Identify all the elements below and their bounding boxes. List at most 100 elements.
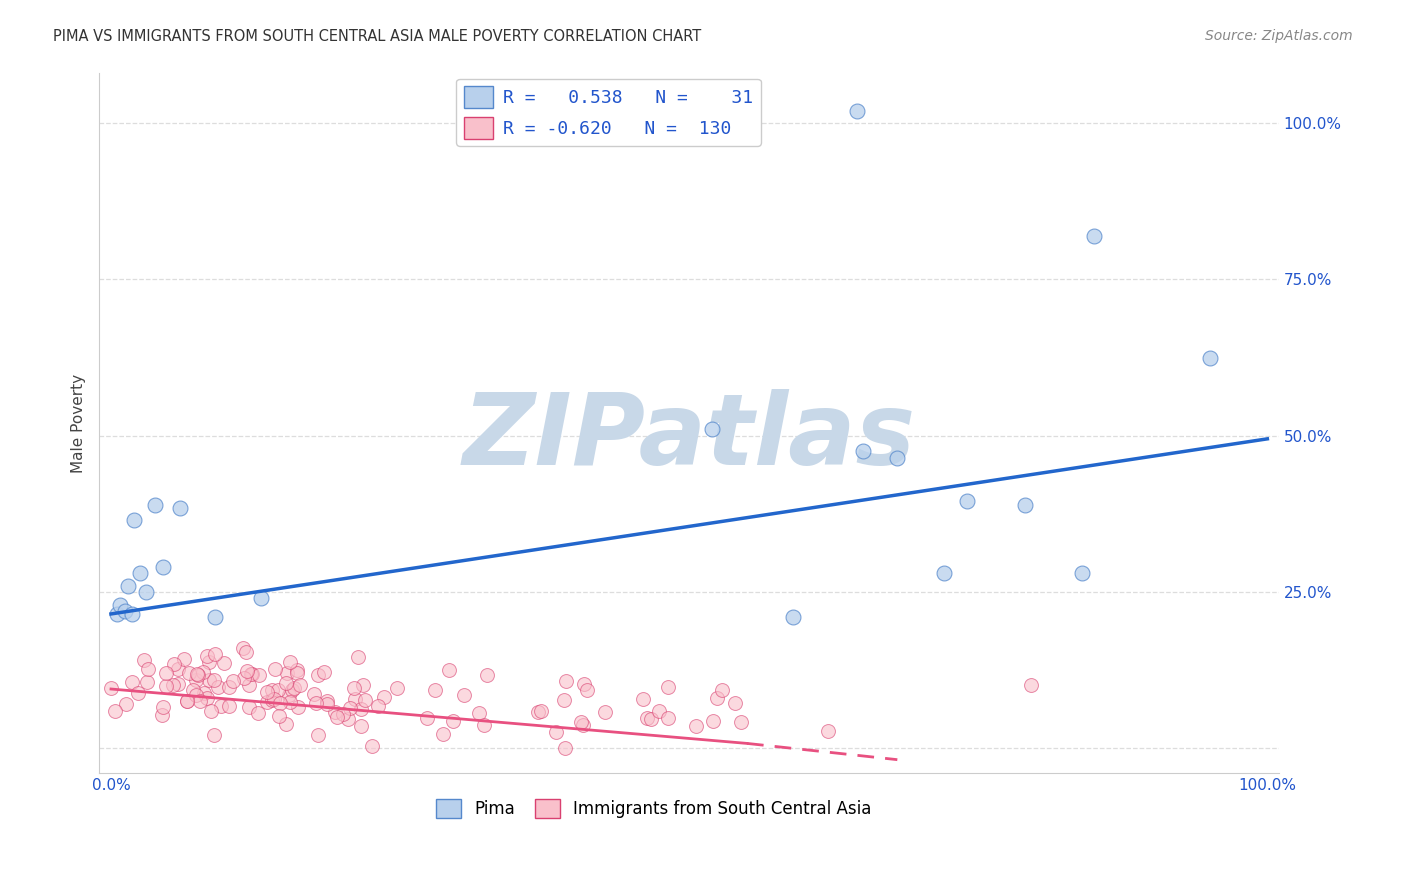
Point — [262, 683, 284, 698]
Point — [316, 694, 339, 708]
Point — [195, 691, 218, 706]
Point — [169, 500, 191, 515]
Point — [198, 655, 221, 669]
Point — [276, 666, 298, 681]
Point — [198, 673, 221, 687]
Point — [209, 699, 232, 714]
Point — [1083, 228, 1105, 243]
Point — [387, 681, 409, 695]
Point — [657, 680, 679, 694]
Point — [240, 667, 263, 681]
Point — [640, 712, 662, 726]
Point — [657, 711, 679, 725]
Point — [337, 712, 360, 726]
Point — [332, 707, 354, 722]
Point — [304, 687, 326, 701]
Point — [315, 697, 337, 711]
Point — [352, 678, 374, 692]
Point — [432, 727, 454, 741]
Point — [281, 683, 304, 698]
Point — [267, 682, 290, 697]
Text: PIMA VS IMMIGRANTS FROM SOUTH CENTRAL ASIA MALE POVERTY CORRELATION CHART: PIMA VS IMMIGRANTS FROM SOUTH CENTRAL AS… — [53, 29, 702, 44]
Point — [373, 690, 395, 705]
Point — [350, 701, 373, 715]
Point — [186, 688, 208, 702]
Point — [247, 667, 270, 681]
Point — [1014, 498, 1036, 512]
Point — [468, 706, 491, 720]
Point — [250, 591, 273, 606]
Point — [104, 704, 127, 718]
Point — [193, 686, 215, 700]
Legend: Pima, Immigrants from South Central Asia: Pima, Immigrants from South Central Asia — [429, 792, 879, 824]
Point — [276, 676, 298, 690]
Point — [344, 692, 367, 706]
Point — [256, 696, 278, 710]
Point — [127, 686, 149, 700]
Point — [155, 679, 177, 693]
Point — [343, 681, 366, 695]
Point — [134, 653, 156, 667]
Point — [817, 723, 839, 738]
Text: Source: ZipAtlas.com: Source: ZipAtlas.com — [1205, 29, 1353, 43]
Point — [129, 566, 152, 581]
Point — [845, 103, 868, 118]
Point — [202, 728, 225, 742]
Y-axis label: Male Poverty: Male Poverty — [72, 374, 86, 473]
Point — [204, 648, 226, 662]
Point — [202, 673, 225, 688]
Point — [353, 693, 375, 707]
Point — [232, 671, 254, 685]
Point — [360, 739, 382, 754]
Point — [218, 698, 240, 713]
Point — [1019, 678, 1042, 692]
Point — [285, 663, 308, 677]
Point — [176, 693, 198, 707]
Point — [212, 656, 235, 670]
Point — [183, 682, 205, 697]
Point — [307, 667, 329, 681]
Point — [546, 725, 568, 739]
Point — [179, 666, 201, 681]
Point — [267, 709, 290, 723]
Point — [702, 714, 724, 728]
Point — [323, 705, 346, 719]
Point — [135, 675, 157, 690]
Point — [207, 680, 229, 694]
Point — [280, 695, 302, 709]
Point — [246, 706, 269, 720]
Point — [186, 666, 208, 681]
Point — [200, 704, 222, 718]
Point — [437, 664, 460, 678]
Point — [218, 680, 240, 694]
Point — [575, 682, 598, 697]
Point — [711, 683, 734, 698]
Point — [122, 513, 145, 527]
Point — [287, 699, 309, 714]
Point — [307, 728, 329, 742]
Point — [852, 444, 875, 458]
Point — [685, 718, 707, 732]
Point — [100, 681, 122, 695]
Point — [886, 450, 908, 465]
Point — [269, 696, 291, 710]
Point — [283, 681, 305, 695]
Point — [222, 674, 245, 689]
Point — [195, 649, 218, 664]
Point — [530, 704, 553, 718]
Point — [193, 665, 215, 679]
Point — [572, 677, 595, 691]
Point — [166, 677, 188, 691]
Text: ZIPatlas: ZIPatlas — [463, 389, 915, 486]
Point — [239, 667, 262, 681]
Point — [453, 688, 475, 702]
Point — [956, 494, 979, 508]
Point — [730, 714, 752, 729]
Point — [204, 610, 226, 624]
Point — [305, 696, 328, 710]
Point — [475, 667, 498, 681]
Point — [236, 664, 259, 678]
Point — [135, 585, 157, 599]
Point — [163, 657, 186, 672]
Point — [117, 579, 139, 593]
